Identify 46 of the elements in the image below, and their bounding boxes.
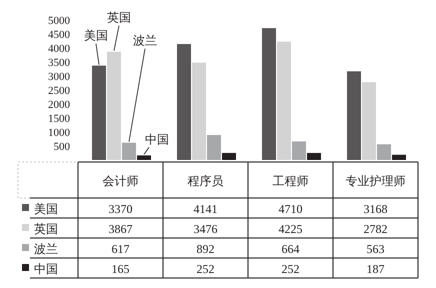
legend-label: 中国 — [34, 262, 58, 276]
data-label: 4141 — [194, 202, 218, 216]
bar — [362, 82, 376, 160]
y-tick-label: 5000 — [48, 15, 70, 27]
data-label: 3370 — [108, 202, 132, 216]
data-label: 563 — [366, 242, 384, 256]
y-tick-label: 1500 — [48, 113, 70, 125]
y-tick-label: 2000 — [48, 99, 70, 111]
data-label: 3168 — [364, 202, 388, 216]
y-tick-label: 2500 — [48, 85, 70, 97]
x-tick-label: 专业护理师 — [346, 174, 406, 188]
bar — [177, 44, 191, 160]
bar — [207, 135, 221, 160]
bar — [347, 71, 361, 160]
y-tick-label: 4500 — [48, 29, 70, 41]
x-tick-label: 程序员 — [188, 174, 224, 188]
legend-label: 美国 — [34, 202, 58, 216]
y-tick-label: 3000 — [48, 71, 70, 83]
x-tick-label: 工程师 — [272, 174, 308, 188]
data-label: 664 — [282, 242, 300, 256]
data-label: 2782 — [364, 222, 388, 236]
legend-label: 波兰 — [34, 242, 58, 256]
data-label: 4710 — [278, 202, 302, 216]
bar — [122, 142, 136, 160]
data-label: 3476 — [194, 222, 218, 236]
y-tick-label: 4000 — [48, 43, 70, 55]
bar — [292, 141, 306, 160]
x-tick-label: 会计师 — [102, 174, 138, 188]
data-label: 165 — [112, 262, 130, 276]
data-label: 617 — [112, 242, 130, 256]
legend-label: 英国 — [34, 222, 58, 236]
data-label: 252 — [282, 262, 300, 276]
bar — [192, 62, 206, 160]
data-label: 892 — [196, 242, 214, 256]
data-label: 187 — [366, 262, 384, 276]
data-label: 4225 — [278, 222, 302, 236]
bar — [107, 52, 121, 160]
data-label: 252 — [196, 262, 214, 276]
data-label: 3867 — [108, 222, 132, 236]
y-tick-label: 500 — [54, 141, 70, 153]
bar — [377, 144, 391, 160]
bar — [277, 42, 291, 160]
y-tick-label: 1000 — [48, 127, 70, 139]
y-tick-label: 3500 — [48, 57, 70, 69]
bar — [92, 66, 106, 160]
bar — [262, 28, 276, 160]
